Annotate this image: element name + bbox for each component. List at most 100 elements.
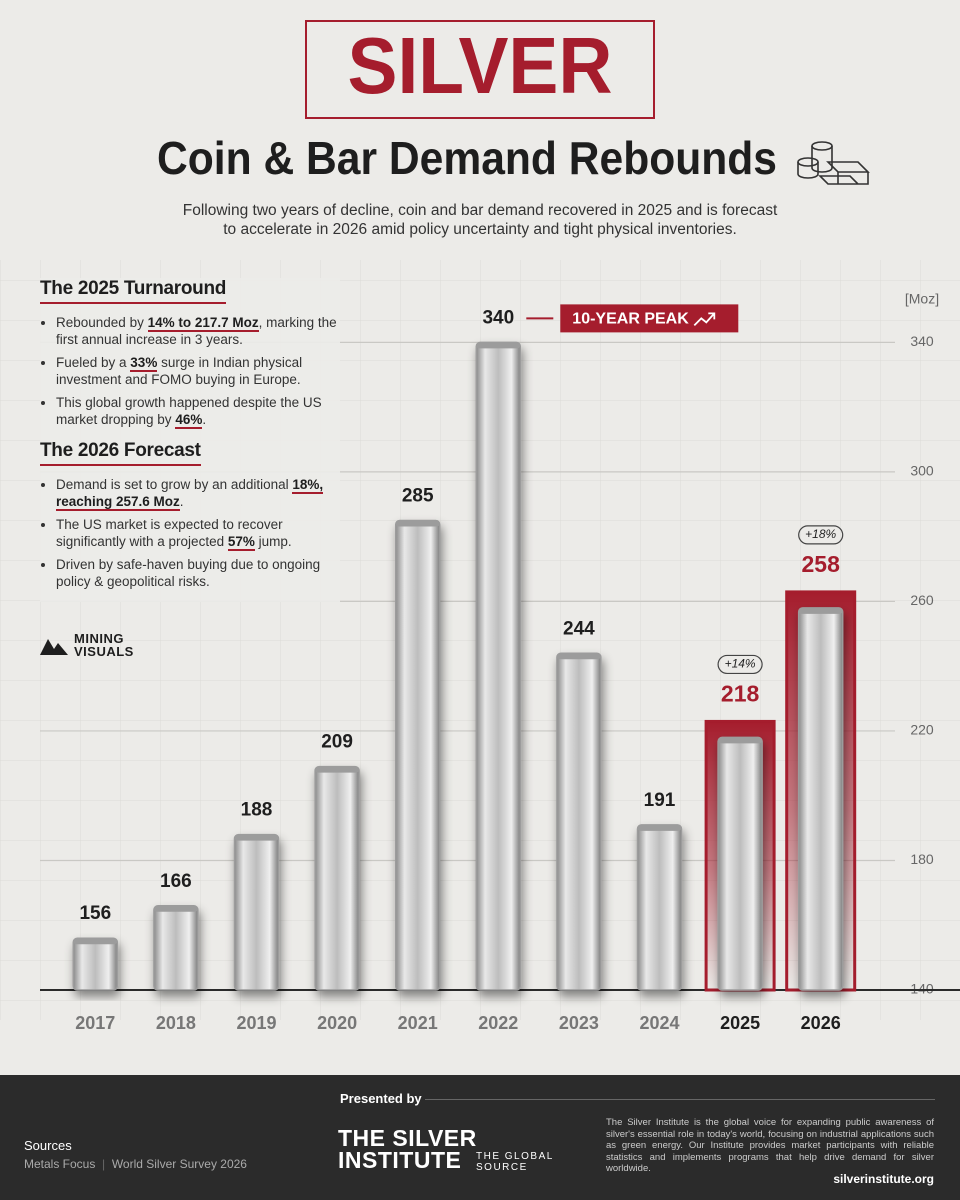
bullet-text: This global growth happened despite the …: [56, 395, 322, 427]
tag-line: SOURCE: [476, 1162, 528, 1173]
y-tick-label: 140: [910, 981, 934, 997]
value-label: 166: [160, 871, 192, 892]
bar-cap: [395, 520, 440, 527]
logo: MINING VISUALS: [40, 632, 134, 658]
bullet: Rebounded by 14% to 217.7 Moz, marking t…: [56, 314, 340, 348]
x-tick-label: 2019: [236, 1013, 276, 1033]
x-tick-label: 2024: [639, 1013, 679, 1033]
value-label: 156: [79, 903, 111, 924]
sources-heading: Sources: [24, 1138, 72, 1153]
bar-cap: [234, 834, 279, 841]
trend-icon: [693, 312, 716, 327]
annotation: +14%: [725, 657, 756, 671]
value-label: 218: [721, 681, 760, 707]
logo-line: VISUALS: [74, 644, 134, 659]
emphasis: 57%: [227, 534, 255, 551]
bullet-list: Demand is set to grow by an additional 1…: [40, 476, 340, 590]
value-label: 244: [563, 618, 595, 639]
presented-by: Presented by: [340, 1091, 422, 1106]
y-tick-label: 340: [910, 333, 934, 349]
footer: Presented by THE SILVER INSTITUTE THE GLO…: [0, 1075, 960, 1200]
y-tick-label: 180: [910, 851, 934, 867]
url: silverinstitute.org: [833, 1172, 934, 1186]
emphasis: 14% to 217.7 Moz: [147, 315, 259, 332]
bar-cap: [718, 737, 763, 744]
bullet-text: .: [179, 494, 184, 509]
bullet-text: Driven by safe-haven buying due to ongoi…: [56, 557, 321, 589]
source: Metals Focus: [24, 1157, 96, 1171]
bar-cap: [637, 824, 682, 831]
annotation-pill: [717, 654, 763, 675]
logo-text: MINING VISUALS: [74, 632, 134, 658]
y-tick-label: 300: [910, 463, 934, 479]
bar: [153, 905, 199, 991]
emphasis: 33%: [130, 355, 158, 372]
x-tick-label: 2026: [801, 1013, 841, 1033]
x-tick-label: 2017: [75, 1013, 115, 1033]
bar-cap: [556, 653, 601, 660]
logo-icon: [40, 639, 68, 655]
bullet-text: .: [202, 412, 207, 427]
tag-line: THE GLOBAL: [476, 1151, 554, 1162]
title: SILVER: [348, 21, 613, 110]
chart: SILVER Coin & Bar Demand Rebounds Follow…: [0, 20, 960, 1033]
y-tick-label: 260: [910, 592, 934, 608]
x-tick-label: 2025: [720, 1013, 760, 1033]
bar: [475, 341, 522, 991]
bullet-text: The US market is expected to recover sig…: [56, 517, 283, 549]
y-tick-label: 220: [910, 722, 934, 738]
value-label: 188: [241, 800, 273, 821]
emphasis: 46%: [175, 412, 203, 429]
bar: [233, 833, 280, 991]
logo-line: MINING: [74, 631, 124, 646]
annotation-pill: [798, 525, 844, 545]
org-line: INSTITUTE: [338, 1147, 462, 1173]
bullet: Fueled by a 33% surge in Indian physical…: [56, 354, 340, 388]
y-unit: [Moz]: [905, 291, 939, 307]
x-tick-label: 2020: [317, 1013, 357, 1033]
x-tick-label: 2018: [156, 1013, 196, 1033]
bullet-text: Demand is set to grow by an additional: [56, 477, 293, 492]
x-tick-label: 2022: [478, 1013, 518, 1033]
value-label: 285: [402, 485, 434, 506]
bullet: This global growth happened despite the …: [56, 394, 340, 429]
bullet-text: , marking the first annual increase in 3…: [56, 315, 337, 347]
emphasis: 18%, reaching 257.6 Moz: [56, 477, 324, 511]
bar: [797, 607, 844, 991]
org-name: THE SILVER INSTITUTE: [338, 1125, 477, 1173]
section-heading: The 2026 Forecast: [40, 440, 201, 466]
bullet-text: Rebounded by: [56, 315, 148, 330]
bar: [636, 824, 683, 991]
value-label: 340: [482, 307, 514, 328]
bar-cap: [315, 766, 360, 773]
bar: [556, 652, 602, 991]
bullet: Demand is set to grow by an additional 1…: [56, 476, 340, 511]
bar-cap: [153, 905, 198, 912]
annotation: +18%: [805, 527, 836, 541]
bullet-text: jump.: [254, 534, 292, 549]
bar: [394, 519, 441, 991]
x-tick-label: 2021: [398, 1013, 438, 1033]
bullet-text: surge in Indian physical investment and …: [56, 355, 303, 387]
sidebar: The 2025 Turnaround Rebounded by 14% to 2…: [40, 278, 340, 602]
source: World Silver Survey 2026: [111, 1157, 247, 1171]
value-label: 258: [802, 551, 841, 577]
bullet-list: Rebounded by 14% to 217.7 Moz, marking t…: [40, 314, 340, 429]
title-box: [305, 20, 655, 119]
value-label: 191: [644, 790, 676, 811]
bar: [314, 765, 360, 991]
tagline: THE GLOBAL SOURCE: [476, 1151, 554, 1173]
bullet-text: Fueled by a: [56, 355, 131, 370]
divider: [425, 1099, 935, 1100]
subtitle: Following two years of decline, coin and…: [183, 202, 778, 219]
bar-cap: [476, 342, 521, 349]
x-tick-label: 2023: [559, 1013, 599, 1033]
value-label: 209: [321, 732, 353, 753]
bar: [72, 937, 119, 991]
bar: [717, 736, 763, 991]
org-line: THE SILVER: [338, 1125, 477, 1151]
coins-icon: [797, 141, 870, 185]
sources: Metals Focus | World Silver Survey 2026: [24, 1157, 247, 1171]
annotation-box: [560, 304, 739, 333]
